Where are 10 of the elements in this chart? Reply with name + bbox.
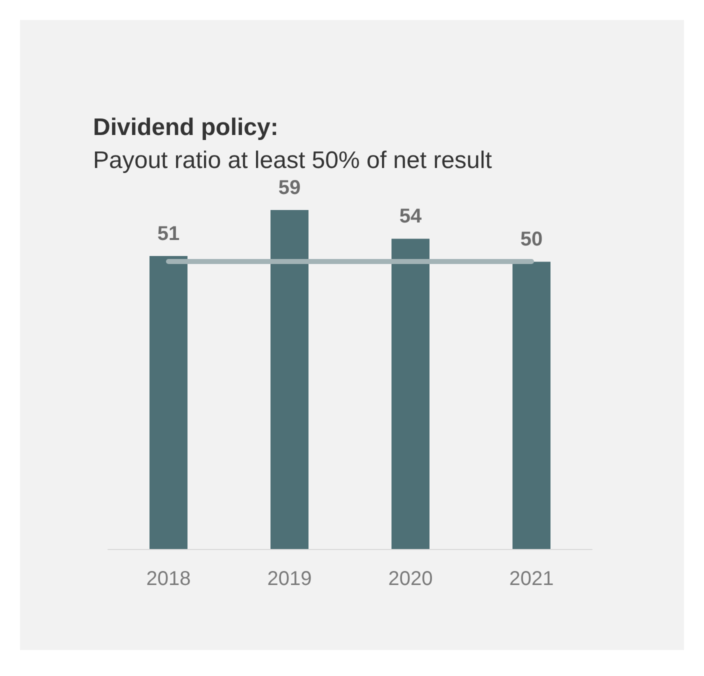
data-label: 51 [157,222,180,245]
data-label: 54 [399,206,422,228]
chart-title: Dividend policy: [93,114,278,142]
chart-subtitle: Payout ratio at least 50% of net result [93,147,492,175]
x-tick-label: 2018 [146,568,191,590]
data-label: 50 [520,228,543,251]
x-tick-label: 2019 [267,568,312,590]
data-label: 59 [278,177,301,199]
x-tick-label: 2020 [388,568,433,590]
x-tick-label: 2021 [509,568,554,590]
